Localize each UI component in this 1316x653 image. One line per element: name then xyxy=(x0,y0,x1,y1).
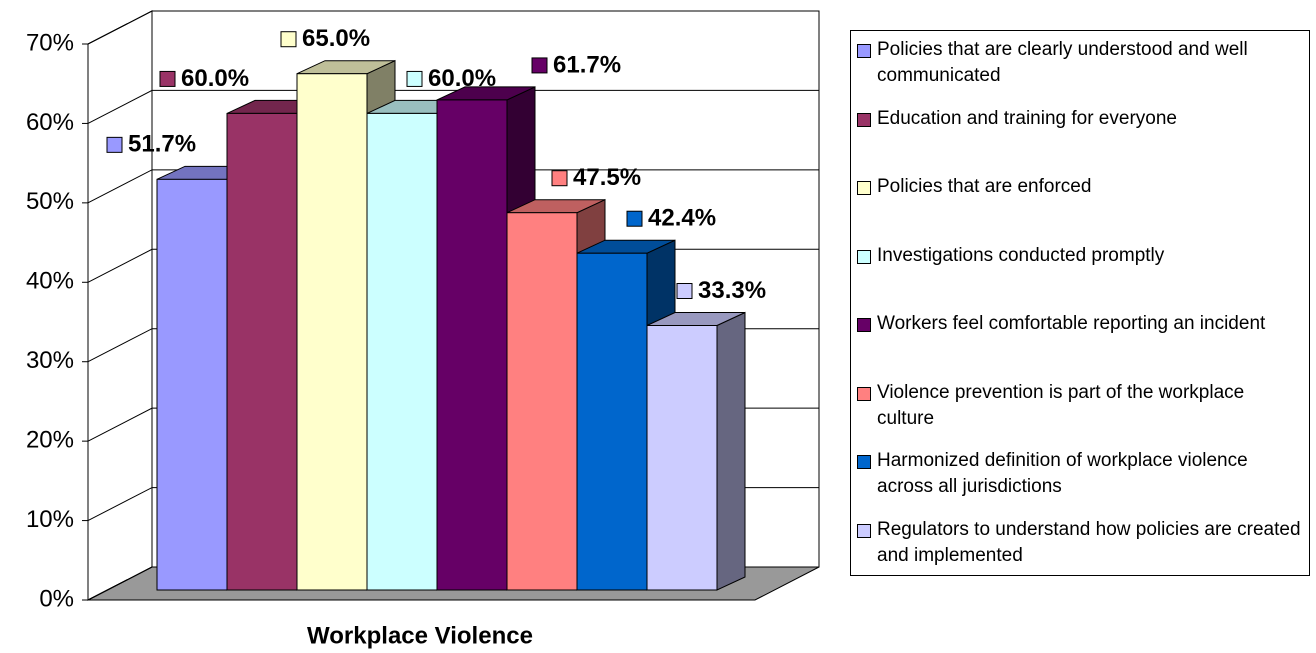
legend-item: Education and training for everyone xyxy=(857,106,1303,175)
bar xyxy=(646,311,746,591)
label-key xyxy=(531,57,548,74)
legend-item: Regulators to understand how policies ar… xyxy=(857,517,1303,586)
legend-label: Workers feel comfortable reporting an in… xyxy=(877,313,1266,334)
bar-front xyxy=(156,178,228,591)
chart: Workplace Violence 0% 10% 20% 30% 40% 50% 60% 7… xyxy=(26,10,820,649)
grid-line xyxy=(87,169,819,204)
data-label: 65.0% xyxy=(302,25,370,52)
grid-line xyxy=(87,10,819,45)
legend-item: Investigations conducted promptly xyxy=(857,243,1303,312)
legend-swatch xyxy=(857,44,871,58)
y-tick-label: 50% xyxy=(26,188,74,215)
legend-item: Harmonized definition of workplace viole… xyxy=(857,448,1303,517)
side-wall xyxy=(87,10,153,601)
legend-swatch xyxy=(857,386,871,401)
legend: Policies that are clearly understood and… xyxy=(850,30,1310,576)
bar-front xyxy=(436,99,508,591)
legend-swatch xyxy=(857,181,871,195)
label-key xyxy=(676,283,693,300)
bar-front xyxy=(506,212,578,591)
label-key xyxy=(159,70,176,87)
legend-label: Policies that are clearly understood and… xyxy=(877,39,1248,86)
bar-front xyxy=(296,73,368,591)
bar-front xyxy=(226,112,298,591)
legend-label: Harmonized definition of workplace viole… xyxy=(877,450,1248,497)
legend-item: Violence prevention is part of the workp… xyxy=(857,380,1303,449)
legend-swatch xyxy=(857,318,871,332)
legend-swatch xyxy=(857,249,871,264)
y-tick-label: 60% xyxy=(26,109,74,136)
bar-side xyxy=(716,311,746,591)
legend-label: Violence prevention is part of the workp… xyxy=(877,381,1245,429)
label-key xyxy=(551,170,568,187)
legend-label: Education and training for everyone xyxy=(877,107,1177,129)
data-label: 42.4% xyxy=(648,205,716,232)
legend-item: Workers feel comfortable reporting an in… xyxy=(857,311,1303,380)
y-tick-label: 10% xyxy=(26,506,74,533)
legend-swatch xyxy=(857,523,871,538)
label-key xyxy=(626,210,643,227)
legend-swatch xyxy=(857,455,871,469)
y-tick-label: 0% xyxy=(39,585,74,612)
legend-item: Policies that are clearly understood and… xyxy=(857,37,1303,106)
legend-swatch xyxy=(857,112,871,127)
label-key xyxy=(406,70,423,87)
data-label: 60.0% xyxy=(181,65,249,92)
legend-label: Policies that are enforced xyxy=(877,176,1092,197)
legend-item: Policies that are enforced xyxy=(857,174,1303,243)
bar-front xyxy=(366,112,438,591)
data-label: 33.3% xyxy=(698,277,766,304)
y-tick-label: 40% xyxy=(26,268,74,295)
data-label: 47.5% xyxy=(573,164,641,191)
label-key xyxy=(106,136,123,153)
bar-front xyxy=(576,252,648,591)
y-tick-label: 20% xyxy=(26,426,74,453)
label-key xyxy=(280,31,297,48)
legend-label: Regulators to understand how policies ar… xyxy=(877,518,1301,566)
bar-front xyxy=(646,325,718,591)
x-axis-label: Workplace Violence xyxy=(307,622,533,649)
grid-line xyxy=(87,89,819,124)
data-label: 61.7% xyxy=(553,51,621,78)
data-label: 60.0% xyxy=(428,65,496,92)
data-label: 51.7% xyxy=(128,131,196,158)
y-tick-label: 70% xyxy=(26,29,74,56)
legend-label: Investigations conducted promptly xyxy=(877,244,1165,266)
y-tick-label: 30% xyxy=(26,347,74,374)
